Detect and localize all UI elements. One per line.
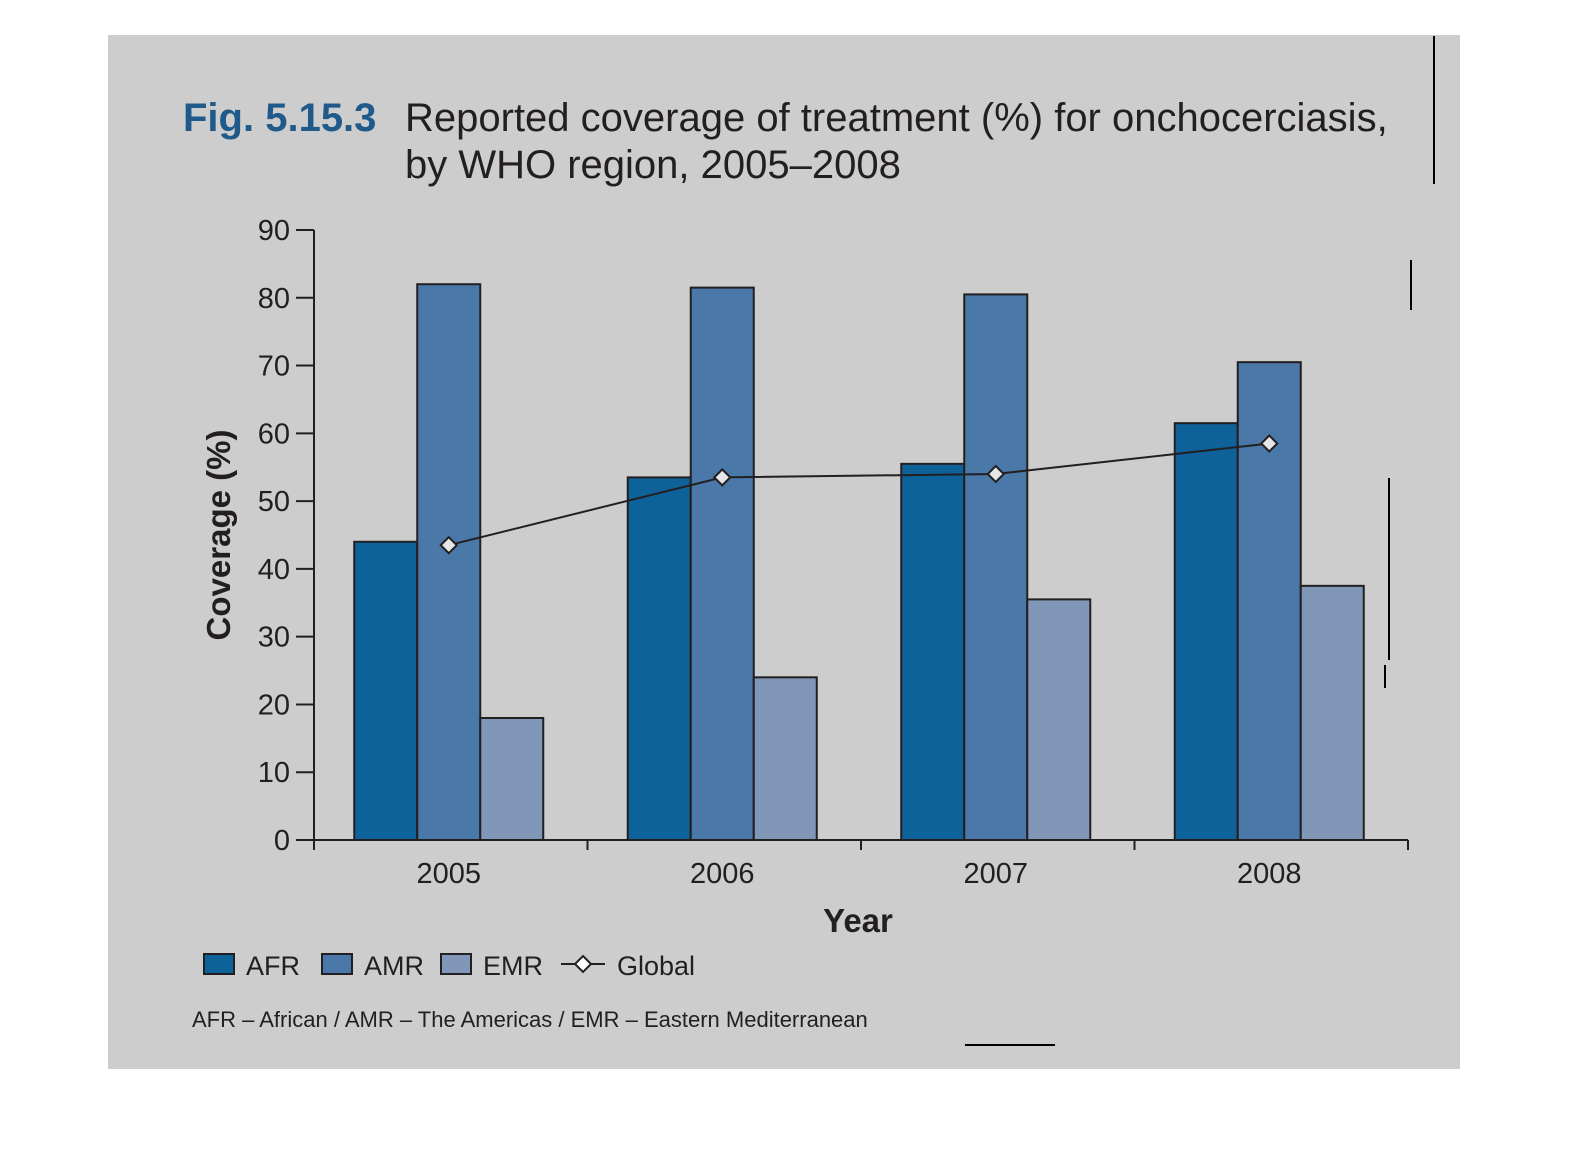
bar-amr-2007	[963, 293, 1029, 841]
global-series-group	[439, 434, 1279, 555]
y-tick-label: 70	[258, 351, 290, 383]
bar-afr-2005	[353, 540, 419, 841]
x-tick-label: 2005	[416, 858, 481, 890]
y-tick-label: 20	[258, 689, 290, 721]
x-tick-label: 2007	[963, 858, 1028, 890]
bar-afr-2007	[900, 462, 966, 841]
y-tick-label: 60	[258, 418, 290, 450]
y-tick-label: 30	[258, 622, 290, 654]
bar-emr-2005	[479, 717, 545, 841]
figure-title-line1: Reported coverage of treatment (%) for o…	[405, 96, 1388, 140]
legend-label-emr: EMR	[483, 951, 543, 981]
x-tick-label: 2008	[1237, 858, 1302, 890]
figure-number: Fig. 5.15.3	[183, 96, 376, 140]
legend-marker-global	[573, 954, 593, 974]
y-tick-label: 80	[258, 283, 290, 315]
legend-label-afr: AFR	[246, 951, 300, 981]
legend-swatch-amr	[321, 953, 353, 975]
global-marker-2008	[1259, 434, 1279, 453]
footnote: AFR – African / AMR – The Americas / EMR…	[192, 1007, 868, 1032]
legend-label-amr: AMR	[364, 951, 424, 981]
legend-label-global: Global	[617, 951, 695, 981]
y-tick-label: 40	[258, 554, 290, 586]
bars-group	[353, 283, 1365, 842]
y-tick-label: 0	[274, 825, 290, 857]
y-tick-label: 10	[258, 757, 290, 789]
global-marker-2006	[712, 467, 732, 487]
bar-emr-2008	[1299, 584, 1365, 841]
global-marker-2005	[439, 535, 459, 555]
bar-afr-2008	[1173, 422, 1239, 841]
global-line	[448, 442, 1270, 547]
bar-amr-2006	[689, 286, 755, 842]
x-tick-label: 2006	[690, 858, 755, 890]
bar-emr-2006	[752, 676, 818, 841]
legend-swatch-afr	[203, 953, 235, 975]
legend-swatch-emr	[440, 953, 472, 975]
bar-amr-2005	[416, 283, 482, 841]
bar-afr-2006	[626, 476, 692, 841]
axes-group: 0 10 20 30 40 50 60 70 80 90 2005 2006 2007 2008	[258, 215, 1409, 890]
y-tick-label: 90	[258, 215, 290, 247]
figure-title-line2: by WHO region, 2005–2008	[405, 143, 901, 187]
bar-amr-2008	[1236, 361, 1302, 841]
y-tick-label: 50	[258, 486, 290, 518]
x-axis-title: Year	[823, 902, 893, 939]
y-axis-title: Coverage (%)	[200, 430, 237, 641]
global-marker-2007	[986, 464, 1006, 484]
legend: AFR AMR EMR Global	[203, 951, 695, 981]
bar-emr-2007	[1026, 598, 1092, 842]
